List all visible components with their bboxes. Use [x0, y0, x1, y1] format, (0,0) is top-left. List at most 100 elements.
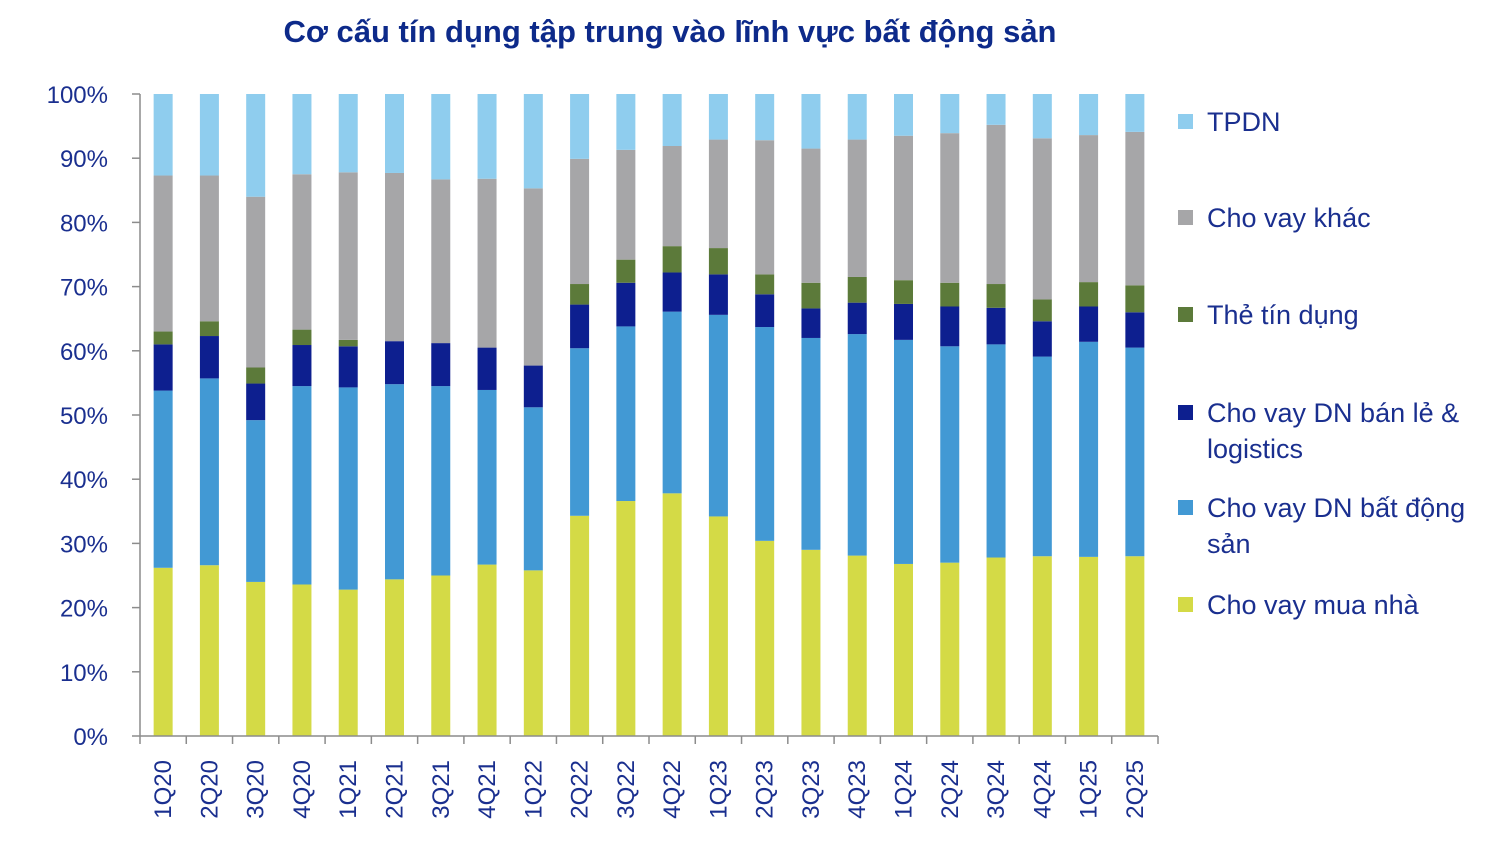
legend-item-cho-vay-dn-ban-le: Cho vay DN bán lẻ & logistics [1178, 395, 1497, 467]
legend-item-cho-vay-dn-bds: Cho vay DN bất động sản [1178, 490, 1497, 562]
x-tick-label: 2Q20 [196, 760, 223, 819]
y-tick-label: 90% [60, 146, 108, 173]
bar-segment [570, 348, 590, 516]
bar-segment [292, 329, 312, 346]
chart-title: Cơ cấu tín dụng tập trung vào lĩnh vực b… [283, 14, 1057, 49]
bar-segment [940, 94, 960, 134]
bar-segment [523, 570, 543, 736]
bar-segment [1079, 341, 1099, 557]
bar-segment [708, 94, 728, 140]
bar-segment [1032, 94, 1052, 139]
legend-swatch [1178, 500, 1193, 515]
bar-segment [570, 158, 590, 285]
bar-segment [338, 172, 358, 340]
y-tick-label: 10% [60, 660, 108, 687]
legend-label: Thẻ tín dụng [1207, 300, 1359, 330]
bar-segment [477, 347, 497, 390]
bar-segment [1125, 312, 1145, 348]
bar-segment [986, 344, 1006, 558]
bar-segment [708, 139, 728, 249]
legend-item-cho-vay-mua-nha: Cho vay mua nhà [1178, 587, 1497, 623]
bar-segment [1032, 299, 1052, 322]
bar-segment [1125, 285, 1145, 313]
bar-segment [940, 133, 960, 283]
bar-segment [153, 344, 173, 391]
x-tick-label: 2Q23 [752, 760, 779, 819]
bar-segment [385, 172, 404, 342]
bar-segment [523, 188, 543, 366]
x-tick-label: 3Q22 [613, 760, 640, 819]
bar-segment [940, 306, 960, 347]
bar-segment [1079, 556, 1099, 736]
bar-segment [385, 341, 404, 385]
bar-segment [431, 94, 451, 180]
bar-segment [385, 94, 404, 173]
bar-segment [894, 94, 913, 136]
bar-segment [153, 567, 173, 736]
bar-segment [431, 575, 451, 736]
bar-segment [616, 259, 636, 283]
x-tick-label: 2Q21 [382, 760, 409, 819]
bar-segment [801, 549, 821, 736]
bar-segment [477, 389, 497, 565]
bar-segment [292, 584, 312, 736]
bar-segment [199, 94, 219, 176]
y-tick-label: 80% [60, 210, 108, 237]
x-tick-label: 3Q20 [243, 760, 270, 819]
bar-segment [246, 383, 266, 421]
bar-segment [477, 94, 497, 179]
bar-segment [1079, 94, 1099, 136]
bar-segment [292, 174, 312, 330]
x-tick-label: 4Q20 [289, 760, 316, 819]
bar-segment [477, 178, 497, 348]
y-tick-label: 30% [60, 531, 108, 558]
bar-segment [755, 540, 775, 736]
bar-segment [755, 140, 775, 275]
bar-segment [847, 302, 867, 335]
bar-segment [708, 314, 728, 517]
bar-segment [616, 282, 636, 327]
bar-segment [570, 304, 590, 349]
bar-segment [662, 272, 682, 312]
bar-segment [894, 339, 913, 564]
x-tick-label: 2Q22 [567, 760, 594, 819]
bar-segment [1032, 138, 1052, 300]
bar-segment [894, 135, 913, 281]
bar-segment [708, 274, 728, 315]
bar-segment [940, 282, 960, 307]
bar-segment [385, 384, 404, 580]
bar-segment [986, 307, 1006, 345]
bar-segment [338, 589, 358, 736]
bar-segment [801, 282, 821, 309]
bar-segment [246, 420, 266, 582]
bar-segment [292, 94, 312, 175]
y-tick-label: 50% [60, 403, 108, 430]
x-tick-label: 1Q21 [335, 760, 362, 819]
bar-segment [986, 284, 1006, 308]
bar-segment [570, 284, 590, 305]
bar-segment [708, 516, 728, 736]
x-tick-label: 1Q20 [150, 760, 177, 819]
bar-segment [338, 387, 358, 590]
legend-swatch [1178, 405, 1193, 420]
bar-segment [662, 94, 682, 146]
bar-segment [662, 311, 682, 494]
bar-segment [431, 386, 451, 576]
y-tick-label: 60% [60, 339, 108, 366]
bar-segment [292, 345, 312, 387]
bar-segment [199, 378, 219, 566]
bar-segment [894, 303, 913, 340]
bar-segment [755, 94, 775, 141]
bar-segment [1032, 556, 1052, 736]
bar-segment [431, 179, 451, 344]
x-tick-label: 3Q24 [983, 760, 1010, 819]
x-tick-label: 3Q21 [428, 760, 455, 819]
bar-segment [523, 407, 543, 571]
bar-segment [246, 367, 266, 384]
x-tick-label: 4Q23 [844, 760, 871, 819]
bar-segment [755, 274, 775, 295]
legend-label: TPDN [1207, 107, 1281, 137]
x-tick-label: 2Q25 [1122, 760, 1149, 819]
bar-segment [199, 336, 219, 379]
